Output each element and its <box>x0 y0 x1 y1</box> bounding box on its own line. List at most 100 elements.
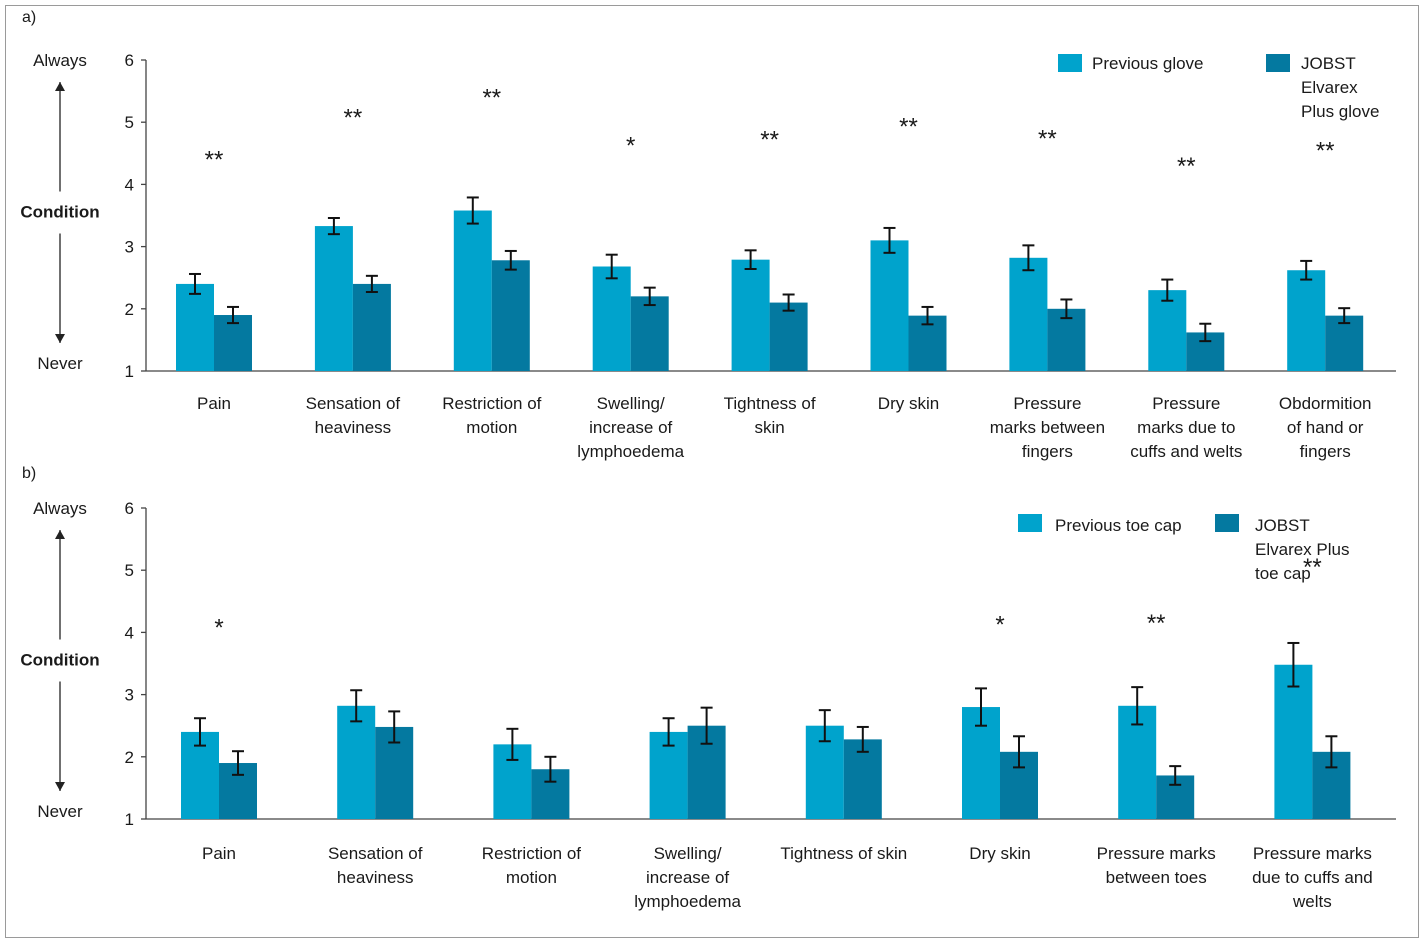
legend-label: JOBST <box>1301 54 1356 73</box>
significance-marker: ** <box>1316 137 1335 164</box>
category-label: heaviness <box>337 868 414 887</box>
y-tick-label: 1 <box>125 362 134 381</box>
legend-swatch <box>1058 54 1082 72</box>
significance-marker: * <box>214 615 223 642</box>
significance-marker: ** <box>344 104 363 131</box>
y-tick-label: 2 <box>125 748 134 767</box>
panel-label: b) <box>22 465 36 482</box>
bar <box>870 240 909 371</box>
category-label: Pain <box>202 844 236 863</box>
significance-marker: ** <box>1303 554 1322 581</box>
y-tick-label: 5 <box>125 561 134 580</box>
y-tick-label: 6 <box>125 499 134 518</box>
bar <box>352 283 391 371</box>
category-label: Pressure <box>1152 394 1220 413</box>
significance-marker: * <box>626 132 635 159</box>
y-bottom-label: Never <box>37 802 83 821</box>
y-tick-label: 2 <box>125 300 134 319</box>
significance-marker: ** <box>760 127 779 154</box>
category-label: heaviness <box>315 418 392 437</box>
significance-marker: ** <box>1038 125 1057 152</box>
legend-label: Previous glove <box>1092 54 1204 73</box>
legend-swatch <box>1215 514 1239 532</box>
category-label: increase of <box>589 418 672 437</box>
category-label: Tightness of skin <box>780 844 907 863</box>
category-label: fingers <box>1300 442 1351 461</box>
legend-swatch <box>1018 514 1042 532</box>
y-tick-label: 3 <box>125 238 134 257</box>
category-label: between toes <box>1106 868 1207 887</box>
category-label: Sensation of <box>328 844 423 863</box>
y-top-label: Always <box>33 51 87 70</box>
category-label: Pain <box>197 394 231 413</box>
y-middle-label: Condition <box>20 651 99 670</box>
y-tick-label: 6 <box>125 51 134 70</box>
category-label: of hand or <box>1287 418 1364 437</box>
category-label: Dry skin <box>878 394 939 413</box>
significance-marker: ** <box>1177 153 1196 180</box>
bar <box>592 266 631 371</box>
category-label: Sensation of <box>306 394 401 413</box>
significance-marker: ** <box>1147 610 1166 637</box>
category-label: Swelling/ <box>597 394 665 413</box>
y-tick-label: 4 <box>125 623 134 642</box>
arrow-down-head <box>55 782 65 791</box>
arrow-down-head <box>55 334 65 343</box>
y-bottom-label: Never <box>37 354 83 373</box>
legend-label: Elvarex Plus <box>1255 540 1349 559</box>
category-label: Pressure <box>1013 394 1081 413</box>
y-tick-label: 5 <box>125 113 134 132</box>
category-label: skin <box>754 418 784 437</box>
significance-marker: * <box>995 611 1004 638</box>
significance-marker: ** <box>205 147 224 174</box>
figure-frame <box>5 5 1419 938</box>
arrow-up-head <box>55 82 65 91</box>
legend-label: Previous toe cap <box>1055 516 1182 535</box>
category-label: Pressure marks <box>1253 844 1372 863</box>
category-label: due to cuffs and <box>1252 868 1373 887</box>
category-label: Restriction of <box>482 844 581 863</box>
significance-marker: ** <box>899 114 918 141</box>
category-label: fingers <box>1022 442 1073 461</box>
bar <box>337 705 376 819</box>
category-label: motion <box>506 868 557 887</box>
panel-label: a) <box>22 9 36 26</box>
y-tick-label: 3 <box>125 686 134 705</box>
category-label: Swelling/ <box>654 844 722 863</box>
category-label: increase of <box>646 868 729 887</box>
legend-label: Elvarex <box>1301 78 1358 97</box>
bar <box>731 259 770 371</box>
legend-label: JOBST <box>1255 516 1310 535</box>
significance-marker: ** <box>482 84 501 111</box>
y-middle-label: Condition <box>20 203 99 222</box>
legend-label: toe cap <box>1255 564 1311 583</box>
bar <box>214 315 252 371</box>
bar <box>491 260 530 371</box>
category-label: Restriction of <box>442 394 541 413</box>
arrow-up-head <box>55 530 65 539</box>
category-label: Pressure marks <box>1097 844 1216 863</box>
y-top-label: Always <box>33 499 87 518</box>
category-label: motion <box>466 418 517 437</box>
category-label: Obdormition <box>1279 394 1372 413</box>
category-label: welts <box>1292 892 1332 911</box>
bar <box>453 210 492 371</box>
bar <box>630 296 669 371</box>
bar <box>1274 664 1313 819</box>
bar <box>1009 257 1048 371</box>
category-label: cuffs and welts <box>1130 442 1242 461</box>
bar <box>1287 270 1326 371</box>
category-label: Tightness of <box>724 394 816 413</box>
category-label: marks between <box>990 418 1105 437</box>
legend-label: Plus glove <box>1301 102 1379 121</box>
bar <box>1148 290 1187 371</box>
category-label: Dry skin <box>969 844 1030 863</box>
legend-swatch <box>1266 54 1290 72</box>
bar <box>314 226 353 371</box>
category-label: lymphoedema <box>634 892 741 911</box>
bar <box>1047 308 1086 371</box>
y-tick-label: 1 <box>125 810 134 829</box>
category-label: lymphoedema <box>577 442 684 461</box>
category-label: marks due to <box>1137 418 1235 437</box>
